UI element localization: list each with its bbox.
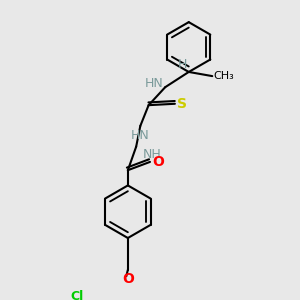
Text: Cl: Cl — [70, 290, 83, 300]
Text: HN: HN — [145, 77, 164, 90]
Text: O: O — [152, 155, 164, 169]
Text: NH: NH — [143, 148, 162, 161]
Text: H: H — [178, 58, 188, 70]
Text: CH₃: CH₃ — [214, 71, 234, 81]
Text: O: O — [122, 272, 134, 286]
Text: HN: HN — [131, 129, 150, 142]
Text: S: S — [177, 97, 187, 111]
